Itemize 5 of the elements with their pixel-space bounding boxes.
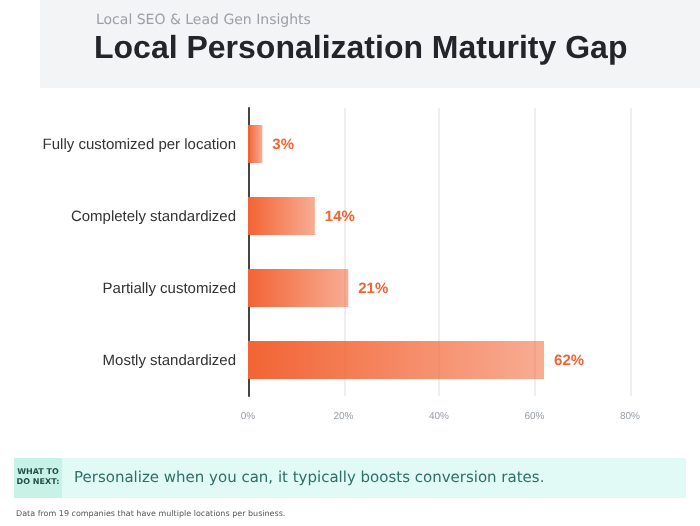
bar [248,197,315,235]
bar [248,341,545,379]
bar [248,125,263,163]
bar [248,269,349,307]
chart-title: Local Personalization Maturity Gap [94,32,628,68]
